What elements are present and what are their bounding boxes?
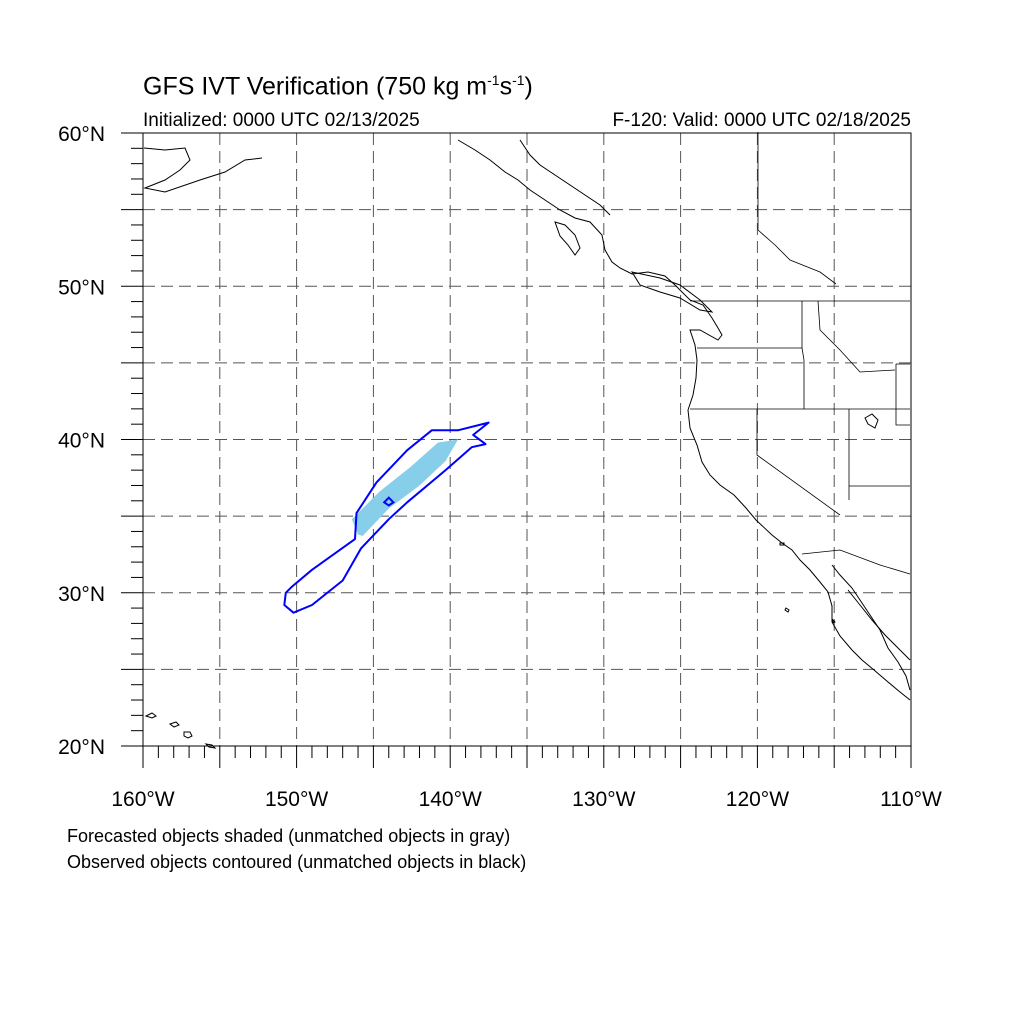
lon-label: 120°W (726, 788, 789, 811)
lat-label: 30°N (58, 583, 105, 606)
lat-label: 20°N (58, 736, 105, 759)
observed-object-small-contour (382, 496, 395, 507)
lat-label: 40°N (58, 430, 105, 453)
title-text-s: s (499, 72, 513, 101)
lat-label: 60°N (58, 123, 105, 146)
initialized-label: Initialized: 0000 UTC 02/13/2025 (143, 110, 420, 131)
title-text-end: ) (524, 72, 533, 101)
lon-label: 150°W (265, 788, 328, 811)
lon-label: 140°W (419, 788, 482, 811)
map-frame (142, 132, 912, 747)
lat-label: 50°N (58, 276, 105, 299)
title-exponent-1: -1 (487, 72, 500, 88)
graticule (143, 133, 911, 746)
title-exponent-2: -1 (512, 72, 525, 88)
lon-label: 110°W (880, 788, 942, 811)
lon-label: 130°W (572, 788, 635, 811)
coastlines (143, 139, 911, 749)
observed-object-contour (283, 421, 490, 614)
axis-labels: 160°W 150°W 140°W 130°W 120°W 110°W 60°N 50°N 40… (58, 123, 942, 811)
verification-objects (283, 421, 490, 614)
lon-label: 160°W (111, 788, 174, 811)
political-borders (690, 132, 911, 575)
chart-title: GFS IVT Verification (750 kg m-1s-1) (143, 72, 533, 101)
axis-ticks (121, 132, 912, 768)
valid-time-label: F-120: Valid: 0000 UTC 02/18/2025 (612, 110, 911, 131)
forecast-object (351, 439, 458, 536)
legend-note-observed: Observed objects contoured (unmatched ob… (67, 852, 527, 872)
legend-note-forecast: Forecasted objects shaded (unmatched obj… (67, 826, 511, 846)
title-text: GFS IVT Verification (750 kg m (143, 72, 488, 101)
